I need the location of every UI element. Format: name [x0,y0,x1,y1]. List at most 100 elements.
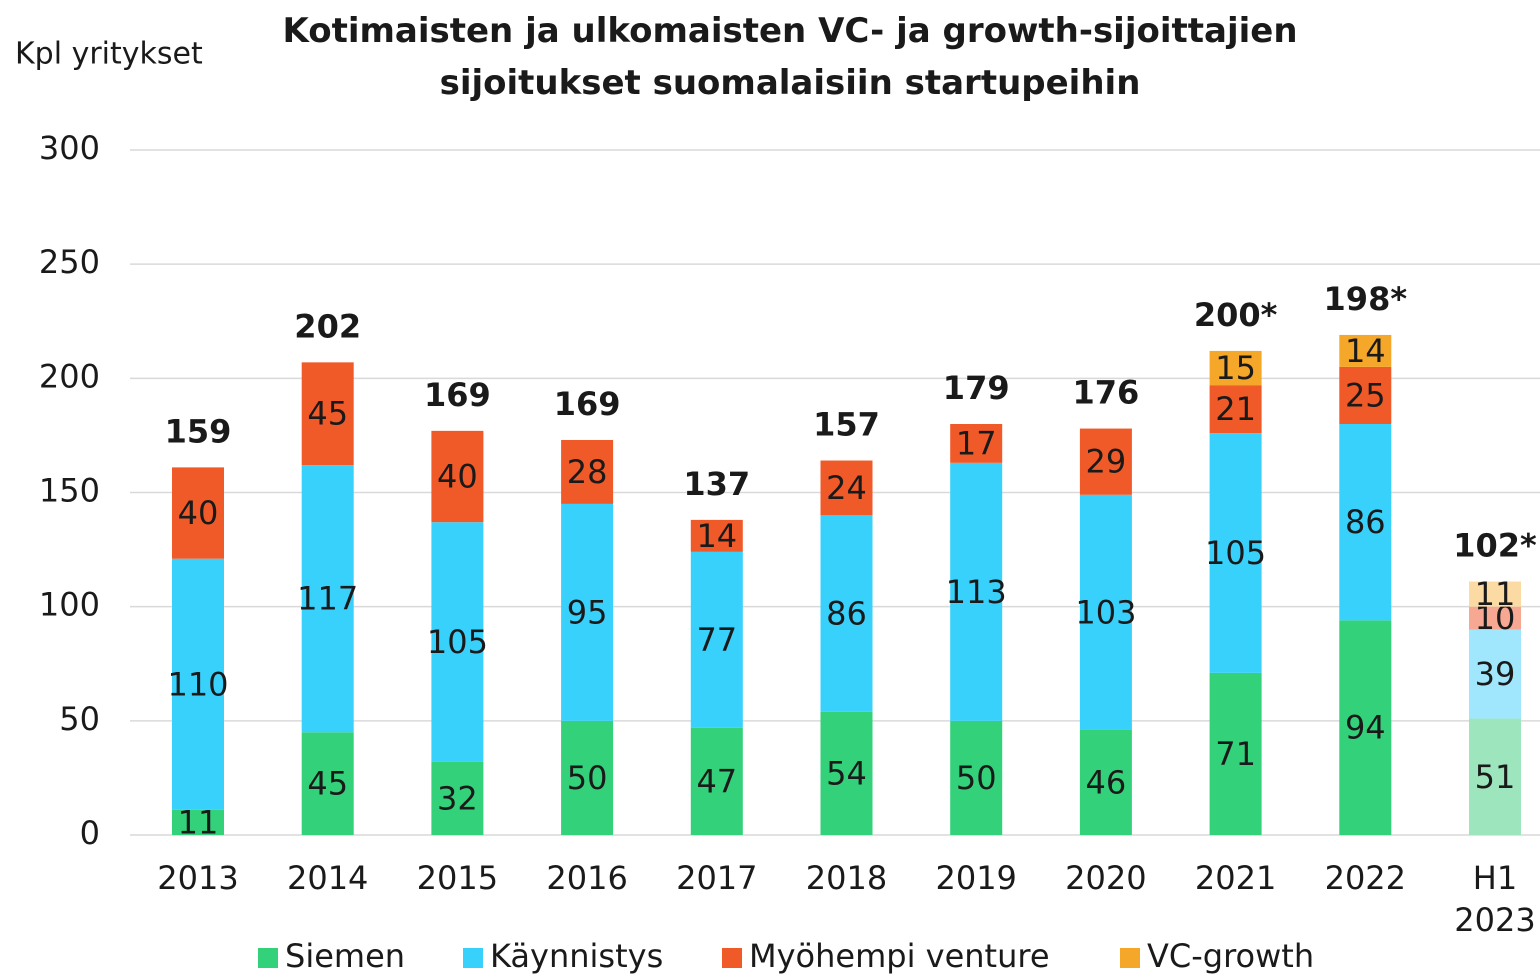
bar-segment [1469,718,1521,835]
total-label: 176 [1073,374,1140,412]
total-label: 179 [943,369,1010,407]
total-label: 202 [294,307,361,345]
total-label: 102* [1453,527,1537,565]
total-label: 159 [165,412,232,450]
bar-segment [690,727,743,835]
data-label: 21 [1215,390,1256,428]
bar-segment [690,519,743,552]
y-tick-label: 150 [39,472,100,510]
data-label: 25 [1345,376,1386,414]
x-tick-label: 2022 [1325,859,1406,897]
data-label: 51 [1475,758,1516,796]
bar-segment [561,439,614,504]
x-tick-label: 2016 [546,859,627,897]
bar-segment [1209,385,1262,434]
bar-segment [301,362,354,466]
bar-segment [950,720,1003,835]
y-tick-label: 250 [39,243,100,281]
y-tick-label: 50 [59,700,100,738]
bar-segment [1339,424,1392,621]
data-label: 86 [826,595,867,633]
total-label: 169 [554,385,621,423]
data-label: 40 [178,494,219,532]
bar-segment [1209,672,1262,835]
data-label: 71 [1215,735,1256,773]
data-label: 105 [1205,534,1266,572]
legend-swatch [1120,948,1140,968]
data-label: 117 [297,580,358,618]
data-label: 54 [826,754,867,792]
x-tick-label: 2019 [935,859,1016,897]
data-label: 50 [956,759,997,797]
data-label: 15 [1215,349,1256,387]
total-label: 169 [424,376,491,414]
total-label: 137 [683,465,750,503]
data-label: 39 [1475,655,1516,693]
data-label: 40 [437,458,478,496]
data-label: 11 [1475,575,1516,613]
bar-segment [1079,428,1132,495]
bar-segment [1469,606,1521,630]
x-tick-label: 2021 [1195,859,1276,897]
bar-segment [1209,433,1262,673]
bar-segment [1469,581,1521,607]
y-tick-label: 200 [39,357,100,395]
bar-segment [1209,350,1262,386]
bar-segment [820,711,873,835]
data-label: 77 [696,621,737,659]
data-label: 95 [567,593,608,631]
x-tick-label: H1 2023 [1454,859,1535,939]
data-label: 14 [696,517,737,555]
bar-segment [690,551,743,728]
x-tick-label: 2017 [676,859,757,897]
data-label: 86 [1345,503,1386,541]
legend-label: Myöhempi venture [749,937,1050,975]
bar-segment [561,503,614,721]
x-tick-label: 2013 [157,859,238,897]
bar-segment [172,809,224,835]
data-label: 103 [1075,593,1136,631]
bar-segment [561,720,614,835]
data-label: 17 [956,424,997,462]
y-tick-label: 100 [39,586,100,624]
bar-segment [820,515,873,712]
bar-segment [431,522,484,762]
bar-segment [1469,629,1521,719]
y-tick-label: 300 [39,129,100,167]
data-label: 105 [427,623,488,661]
data-label: 47 [696,762,737,800]
bar-segment [1339,366,1392,424]
legend-label: Siemen [285,937,405,975]
x-tick-label: 2020 [1065,859,1146,897]
bar-segment [950,462,1003,721]
bar-segment [431,430,484,523]
data-label: 94 [1345,709,1386,747]
legend-label: VC-growth [1147,937,1314,975]
data-label: 29 [1086,443,1127,481]
bar-segment [950,424,1003,463]
data-label: 50 [567,759,608,797]
y-tick-label: 0 [80,814,100,852]
bar-segment [1079,494,1132,730]
legend-swatch [258,948,278,968]
data-label: 32 [437,779,478,817]
bar-segment [301,465,354,733]
data-label: 46 [1086,763,1127,801]
x-tick-label: 2014 [287,859,368,897]
bar-segment [820,460,873,516]
bar-segment [172,558,224,810]
legend-swatch [722,948,742,968]
bar-segment [172,467,224,559]
total-label: 157 [813,406,880,444]
chart-title: Kotimaisten ja ulkomaisten VC- ja growth… [282,11,1297,103]
bar-segment [431,761,484,835]
legend-swatch [463,948,483,968]
y-axis-label: Kpl yritykset [15,37,203,72]
x-tick-label: 2018 [806,859,887,897]
data-label: 45 [307,765,348,803]
bar-segment [1339,620,1392,835]
data-label: 28 [567,453,608,491]
bar-segment [1339,334,1392,367]
bar-segment [1079,729,1132,835]
